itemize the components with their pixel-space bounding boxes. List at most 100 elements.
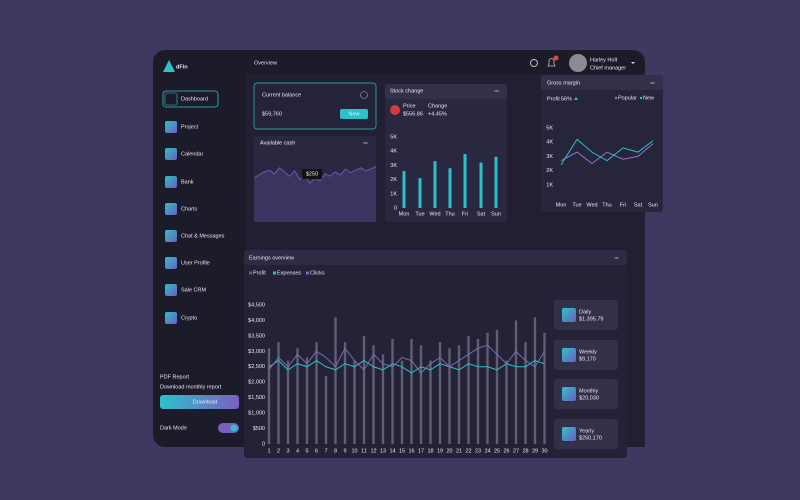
menu-dot[interactable] xyxy=(650,82,652,84)
nav-icon[interactable] xyxy=(165,148,177,160)
bar xyxy=(305,357,309,444)
menu-dot[interactable] xyxy=(363,142,365,144)
nav-icon[interactable] xyxy=(165,176,177,188)
download-button[interactable] xyxy=(160,395,239,409)
bar xyxy=(514,320,518,444)
price-label: Price xyxy=(403,103,416,109)
menu-dot[interactable] xyxy=(364,142,367,144)
legend-label: New xyxy=(643,95,654,101)
bar xyxy=(479,162,483,208)
change-value: +4.45% xyxy=(428,111,447,117)
summary-label: Weekly xyxy=(579,349,597,355)
summary-value: $250,170 xyxy=(579,435,602,441)
menu-dot[interactable] xyxy=(651,82,654,84)
dark-mode-label: Dark Mode xyxy=(160,425,187,431)
nav-icon[interactable] xyxy=(165,121,177,133)
x-tick-label: Sun xyxy=(648,202,658,208)
menu-dot[interactable] xyxy=(366,142,368,144)
summary-card[interactable] xyxy=(554,340,618,370)
balance-arrow[interactable] xyxy=(360,91,368,99)
legend-swatch xyxy=(249,271,252,275)
x-tick-label: 17 xyxy=(418,448,424,454)
y-tick-label: $2,000 xyxy=(248,380,265,386)
x-tick-label: 30 xyxy=(541,448,547,454)
nav-icon[interactable] xyxy=(165,284,177,296)
summary-card[interactable] xyxy=(554,379,618,409)
nav-label[interactable]: Calendar xyxy=(181,151,203,157)
user-role: Chief manager xyxy=(590,65,626,71)
bar xyxy=(433,161,437,208)
x-tick-label: Sun xyxy=(491,211,501,217)
nav-label[interactable]: Crypto xyxy=(181,315,197,321)
y-tick-label: $4,500 xyxy=(248,302,265,308)
nav-icon[interactable] xyxy=(165,312,177,324)
bar xyxy=(419,345,423,444)
active-nav-box[interactable] xyxy=(162,90,219,108)
nav-label[interactable]: User Profile xyxy=(181,260,210,266)
legend-swatch xyxy=(306,271,309,275)
summary-card[interactable] xyxy=(554,300,618,330)
x-tick-label: 1 xyxy=(267,448,270,454)
bar xyxy=(524,342,527,444)
menu-dot[interactable] xyxy=(497,90,499,92)
legend-dot xyxy=(614,96,618,100)
x-tick-label: 12 xyxy=(370,448,376,454)
x-tick-label: 23 xyxy=(475,448,481,454)
nav-icon[interactable] xyxy=(165,257,177,269)
menu-dot[interactable] xyxy=(617,257,619,259)
summary-card[interactable] xyxy=(554,419,618,449)
y-tick-label: 0 xyxy=(262,441,265,447)
nav-label[interactable]: Project xyxy=(181,124,199,130)
x-tick-label: Fri xyxy=(620,202,626,208)
bar xyxy=(362,335,366,444)
bar xyxy=(296,348,299,444)
nav-label[interactable]: Sale CRM xyxy=(181,287,206,293)
nav-icon[interactable] xyxy=(165,203,177,215)
bar xyxy=(448,348,451,444)
bar xyxy=(438,342,442,444)
legend-label: Profit xyxy=(253,270,266,276)
bell-icon[interactable] xyxy=(547,58,556,67)
y-tick-label: $4,000 xyxy=(248,318,265,324)
stock-icon xyxy=(390,105,400,115)
x-tick-label: 15 xyxy=(399,448,405,454)
menu-dot[interactable] xyxy=(614,257,616,259)
margin-line xyxy=(560,143,654,165)
x-tick-label: 22 xyxy=(465,448,471,454)
summary-icon xyxy=(562,387,576,401)
nav-label[interactable]: Chat & Messages xyxy=(181,233,225,239)
notification-badge xyxy=(553,55,559,61)
nav-label[interactable]: Dashboard xyxy=(181,96,208,102)
x-tick-label: Wed xyxy=(586,202,597,208)
legend-label: Expenses xyxy=(277,270,301,276)
cash-tooltip xyxy=(302,169,322,179)
menu-dot[interactable] xyxy=(615,257,618,259)
toggle-knob[interactable] xyxy=(230,424,238,432)
bar xyxy=(410,338,413,444)
new-badge[interactable] xyxy=(340,109,368,119)
cash-area xyxy=(254,166,376,222)
nav-icon[interactable] xyxy=(164,92,178,106)
avatar[interactable] xyxy=(569,54,587,72)
x-tick-label: Thu xyxy=(445,211,454,217)
user-menu-caret[interactable] xyxy=(631,62,635,64)
profit-value: 56% xyxy=(561,96,572,102)
report-title: PDF Report xyxy=(160,374,190,380)
x-tick-label: 3 xyxy=(286,448,289,454)
menu-dot[interactable] xyxy=(653,82,655,84)
nav-label[interactable]: Bank xyxy=(181,179,194,185)
bar xyxy=(324,376,328,444)
earnings-line xyxy=(268,359,545,374)
nav-label[interactable]: Charts xyxy=(181,206,197,212)
settings-icon[interactable] xyxy=(530,59,538,67)
x-tick-label: 9 xyxy=(343,448,346,454)
nav-icon[interactable] xyxy=(165,230,177,242)
bar xyxy=(372,345,375,444)
x-tick-label: 21 xyxy=(456,448,462,454)
x-tick-label: Sat xyxy=(477,211,486,217)
menu-dot[interactable] xyxy=(495,90,498,92)
menu-dot[interactable] xyxy=(494,90,496,92)
download-button-label[interactable]: Download xyxy=(193,399,217,405)
x-tick-label: Tue xyxy=(572,202,581,208)
